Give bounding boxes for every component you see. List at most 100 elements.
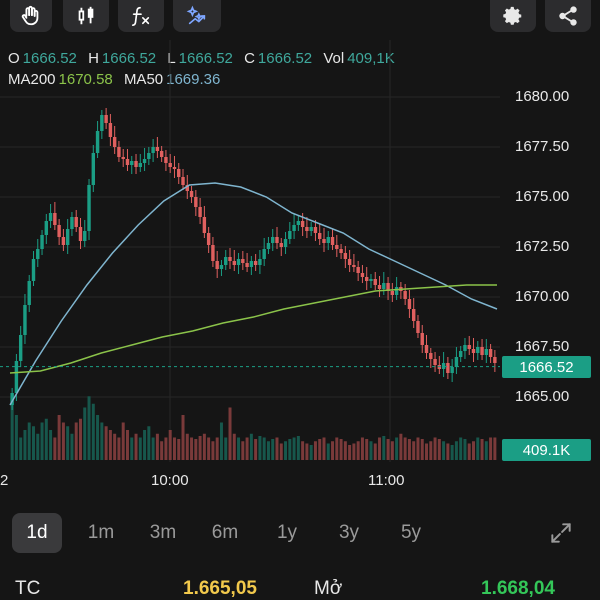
volume-bar [70,433,74,460]
volume-bar [459,437,463,460]
volume-bar [23,430,27,460]
candle [27,281,31,305]
tab-3m[interactable]: 3m [149,522,177,543]
settings-button[interactable] [490,0,536,32]
candle [390,291,395,295]
candlestick-button[interactable] [63,0,109,32]
volume-bar [190,437,194,460]
tab-1d[interactable]: 1d [12,513,62,553]
share-icon [559,6,577,26]
candle [454,357,459,367]
volume-bar [309,445,313,460]
volume-bar [266,441,270,460]
candle [373,279,377,285]
candle [275,237,279,243]
candle [441,363,446,369]
candle [108,123,113,137]
tab-6m[interactable]: 6m [211,522,239,543]
candle [343,253,348,259]
candle [18,335,23,361]
candle [433,359,437,365]
candle [219,265,224,269]
volume-bar [74,422,78,460]
tab-5y[interactable]: 5y [400,522,422,543]
candle [91,153,96,185]
volume-bar [322,437,326,460]
candle [215,261,219,269]
candle [292,225,296,231]
volume-bar [318,439,322,460]
price-chart[interactable] [0,0,600,470]
candle [177,169,181,177]
volume-bar [87,396,91,460]
candle [484,349,489,355]
volume-bar [160,441,164,460]
volume-bar [130,437,134,460]
candle [382,283,386,289]
volume-bar [61,422,65,460]
volume-bar [36,433,40,460]
candle [326,237,330,243]
volume-bar [211,441,215,460]
volume-bar [369,441,373,460]
candle [411,309,416,321]
volume-bar [313,441,317,460]
volume-bar [373,443,377,460]
volume-bar [365,439,369,460]
candle [194,197,198,207]
candle [296,221,301,225]
tab-3y[interactable]: 3y [338,522,360,543]
candle [87,185,91,231]
tab-1m[interactable]: 1m [87,522,115,543]
candle [70,217,74,229]
volume-bar [399,433,403,460]
volume-bar [429,441,433,460]
volume-bar [10,400,14,460]
candle [121,157,125,159]
candle [53,213,57,225]
ai-chart-button[interactable] [173,0,221,32]
candle [142,159,147,163]
volume-bar [339,439,343,460]
candle [61,237,66,245]
hand-tool-button[interactable] [10,0,52,32]
close-label: C [244,50,255,67]
volume-bar [78,418,82,460]
x-tick-0: 2 [0,472,9,489]
volume-bar [305,443,309,460]
candle [74,217,78,227]
volume-bar [181,415,185,460]
volume-bar [83,407,87,460]
volume-bar [147,426,151,460]
volume-bar [14,415,18,460]
candle [446,363,450,373]
candle [228,257,232,261]
volume-bar [360,437,364,460]
tab-1y[interactable]: 1y [276,522,298,543]
candle [104,115,108,123]
volume-bar [40,422,44,460]
volume-bar [100,422,104,460]
ma-legend: MA200 1670.58 MA50 1669.36 [8,71,220,88]
candle [138,163,143,167]
open-value: 1666.52 [22,50,77,67]
candle [147,153,151,159]
volume-bar [198,436,202,460]
volume-bar [292,437,296,460]
share-button[interactable] [545,0,591,32]
volume-bar [49,430,53,460]
candle [313,227,318,233]
volume-bar [326,443,330,460]
volume-bar [279,443,283,460]
last-price-tag: 1666.52 [502,356,591,378]
volume-bar [151,437,155,460]
candle [347,259,352,265]
candle [125,159,130,165]
function-button[interactable] [118,0,164,32]
volume-bar [390,441,394,460]
expand-button[interactable] [548,520,574,551]
ma200-label: MA200 [8,71,56,88]
candle [44,221,49,235]
candle [429,353,433,359]
x-tick-1: 10:00 [151,472,189,489]
